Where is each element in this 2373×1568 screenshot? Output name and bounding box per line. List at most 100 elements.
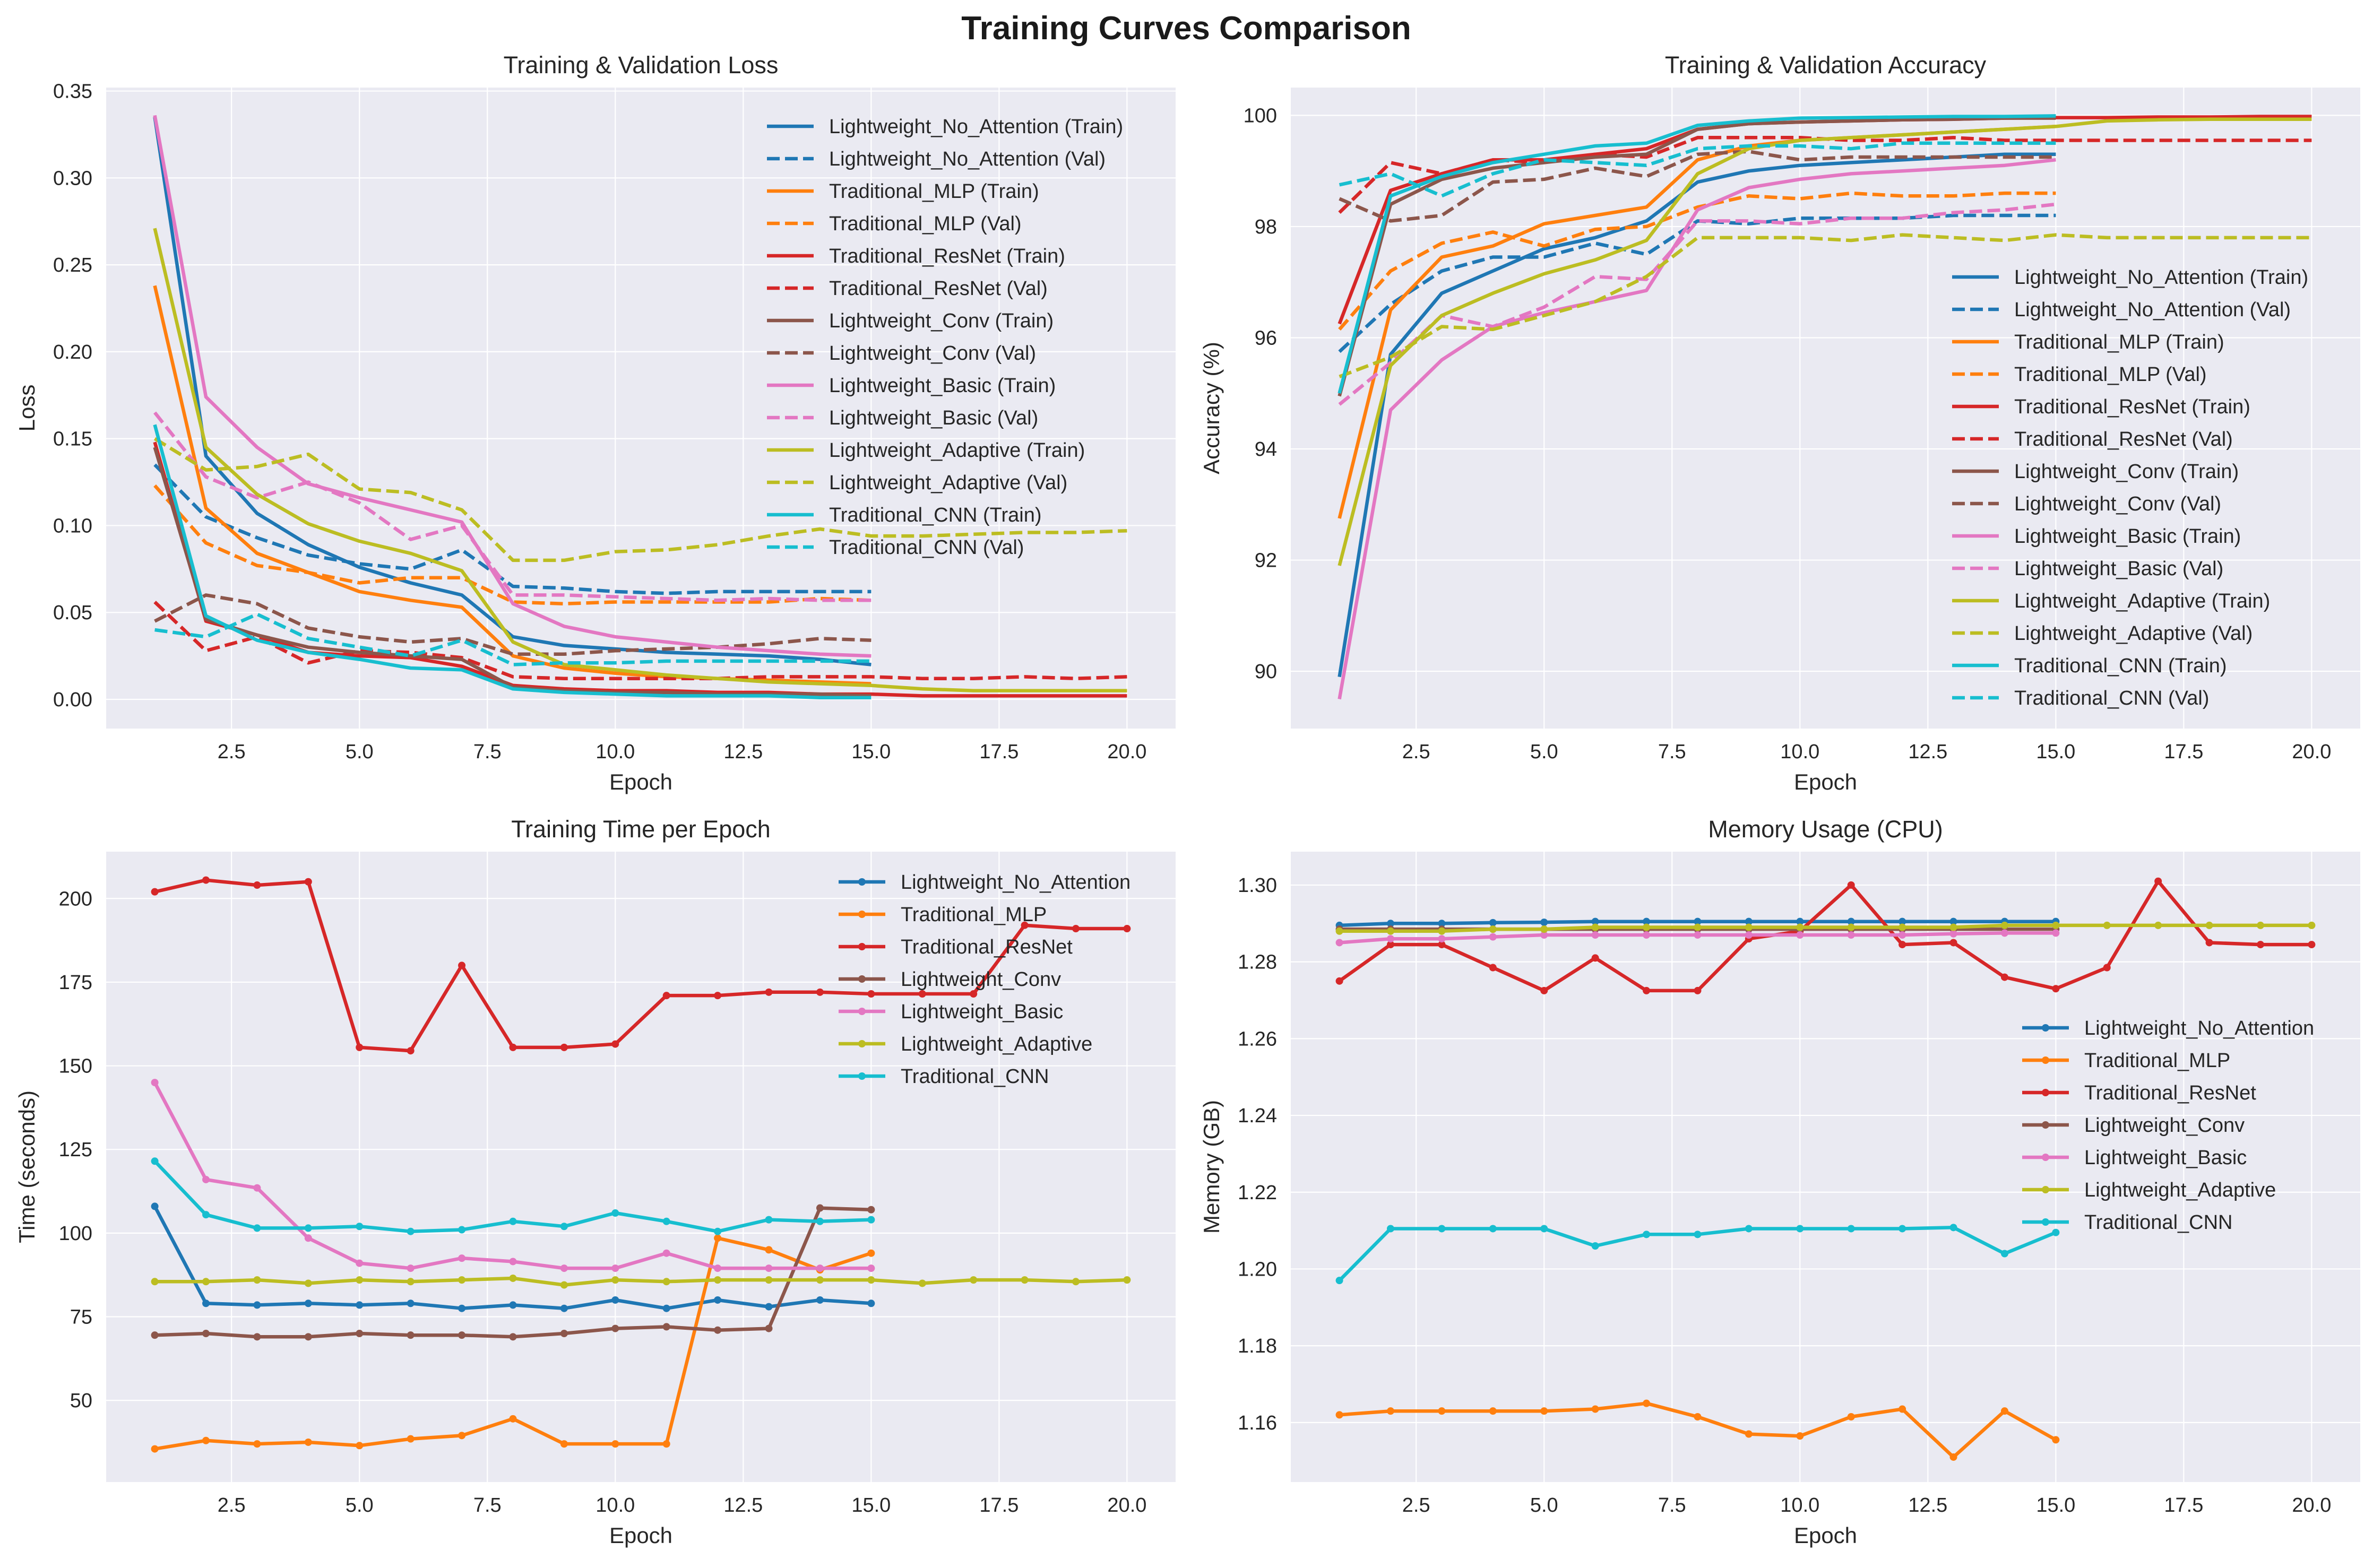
legend-marker [2042,1056,2049,1064]
x-tick-label: 15.0 [851,741,891,763]
data-point-marker [1745,917,1753,925]
data-point-marker [202,876,210,884]
legend-marker [858,975,866,983]
y-tick-label: 1.24 [1238,1105,1277,1127]
data-point-marker [714,1296,722,1304]
data-point-marker [1540,925,1548,933]
data-point-marker [765,1216,773,1224]
legend-marker [2042,1024,2049,1032]
data-point-marker [509,1043,517,1051]
y-tick-label: 92 [1255,550,1277,572]
data-point-marker [611,1324,619,1332]
data-point-marker [509,1333,517,1341]
data-point-marker [867,1249,875,1257]
data-point-marker [714,1264,722,1272]
data-point-marker [714,992,722,1000]
x-tick-label: 5.0 [1530,741,1558,763]
data-point-marker [202,1300,210,1307]
data-point-marker [1540,919,1548,926]
data-point-marker [714,1234,722,1242]
data-point-marker [560,1264,568,1272]
data-point-marker [1591,954,1599,962]
legend-label: Lightweight_No_Attention [2084,1017,2314,1039]
data-point-marker [867,1206,875,1214]
data-point-marker [765,1264,773,1272]
series-line [154,612,871,666]
plot-area [106,88,1176,729]
subplot-title: Training & Validation Loss [504,51,779,79]
data-point-marker [458,1254,466,1262]
data-point-marker [356,1043,364,1051]
x-axis-label: Epoch [609,1523,672,1548]
data-point-marker [356,1301,364,1309]
data-point-marker [765,1324,773,1332]
loss-subplot: 2.5 5.0 7.5 10.0 12.5 15.0 17.5 20.0 0.00 0.05 0.1… [14,51,1176,794]
legend-label: Traditional_ResNet (Train) [829,245,1065,267]
data-point-marker [1949,930,1957,938]
data-point-marker [1745,1225,1753,1233]
y-tick-label: 98 [1255,216,1277,238]
legend-label: Lightweight_Adaptive (Train) [2014,590,2270,612]
legend-label: Lightweight_Conv [901,968,1061,991]
series-line [154,593,871,656]
data-point-marker [1899,1225,1906,1233]
data-point-marker [151,1202,159,1210]
data-point-marker [1899,917,1906,925]
y-tick-label: 0.10 [53,515,92,537]
legend-marker [858,878,866,886]
y-tick-label: 0.15 [53,428,92,451]
data-point-marker [356,1259,364,1267]
series-line [154,878,1127,1053]
y-tick-label: 125 [59,1139,92,1161]
y-tick-label: 75 [70,1306,92,1328]
data-point-marker [202,1175,210,1183]
data-point-marker [202,1436,210,1444]
data-point-marker [356,1330,364,1338]
accuracy-subplot: 2.5 5.0 7.5 10.0 12.5 15.0 17.5 20.0 90 92 94 96 98 1… [1199,51,2360,794]
data-point-marker [1489,919,1497,926]
legend-marker [858,1008,866,1015]
data-point-marker [1899,923,1906,931]
y-tick-label: 1.16 [1238,1412,1277,1434]
data-point-marker [1847,917,1855,925]
y-tick-label: 90 [1255,661,1277,683]
data-point-marker [1745,1430,1753,1438]
data-point-marker [458,1432,466,1440]
series-line [153,411,871,602]
y-tick-label: 100 [1244,105,1277,127]
y-tick-label: 1.22 [1238,1182,1277,1204]
y-axis-label: Time (seconds) [14,1090,39,1243]
data-point-marker [253,1184,261,1192]
x-tick-label: 2.5 [1402,741,1430,763]
x-tick-label: 5.0 [1530,1494,1558,1517]
data-point-marker [1847,923,1855,931]
data-point-marker [1591,917,1599,925]
legend-marker [858,1072,866,1080]
data-point-marker [560,1043,568,1051]
data-point-marker [1899,1405,1906,1413]
data-point-marker [304,1333,312,1341]
data-point-marker [1847,1225,1855,1233]
data-point-marker [253,1301,261,1309]
y-tick-label: 1.30 [1238,874,1277,897]
data-point-marker [407,1047,415,1055]
data-point-marker [1387,941,1395,949]
data-point-marker [2052,1228,2060,1236]
y-tick-label: 1.28 [1238,951,1277,974]
data-point-marker [2103,921,2111,929]
legend-label: Traditional_CNN (Train) [829,504,1042,526]
data-point-marker [765,988,773,996]
legend-label: Traditional_ResNet [2084,1082,2256,1104]
legend-marker [858,1040,866,1047]
data-point-marker [1899,941,1906,949]
data-point-marker [1949,1453,1957,1461]
series-line [1339,141,2056,198]
x-tick-label: 2.5 [218,741,246,763]
data-point-marker [2205,939,2213,947]
data-point-marker [1540,931,1548,939]
data-point-marker [918,990,926,998]
data-point-marker [1438,935,1446,943]
data-point-marker [253,1333,261,1341]
legend-marker [858,943,866,950]
y-tick-label: 150 [59,1055,92,1078]
